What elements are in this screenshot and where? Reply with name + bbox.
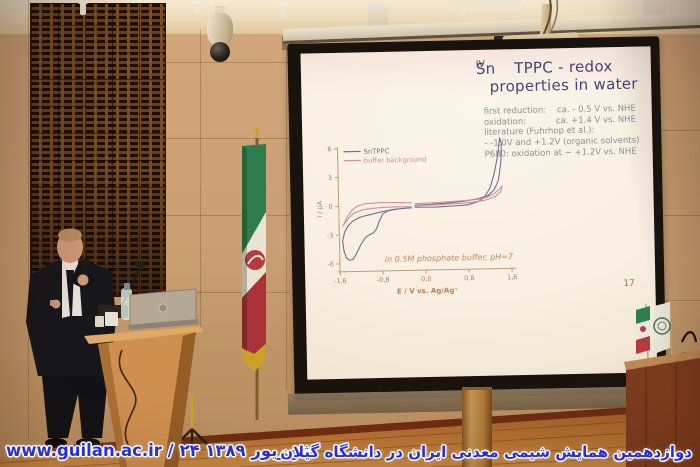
svg-text:0,0: 0,0 <box>421 275 432 283</box>
speaker-shoe <box>76 438 100 448</box>
svg-text:-0,8: -0,8 <box>377 276 390 284</box>
caption-conference-title: دوازدهمین همایش شیمی معدنی ایران در دانش… <box>280 443 692 461</box>
svg-text:-1,6: -1,6 <box>334 277 347 285</box>
iran-flag <box>242 127 266 420</box>
wood-acoustic-panel <box>30 3 166 297</box>
water-bottle-icon <box>121 288 132 320</box>
camera-bracket <box>215 6 225 15</box>
table-flag-pole <box>669 299 673 359</box>
svg-text:I / µA: I / µA <box>316 200 324 218</box>
wall-grout-line <box>658 130 700 131</box>
svg-text:-6: -6 <box>327 260 334 268</box>
svg-text:in 0.5M phosphate buffer, pH=7: in 0.5M phosphate buffer, pH=7 <box>385 252 514 264</box>
wall-grout-line <box>286 34 287 390</box>
wall-grout-line <box>166 215 290 216</box>
speaker-trousers <box>42 376 108 438</box>
speaker-person <box>26 228 116 448</box>
desk-front <box>626 358 700 467</box>
flag-finial-icon <box>254 127 260 133</box>
speaker-shoe <box>45 438 67 448</box>
svg-text:SnTPPC: SnTPPC <box>363 147 389 156</box>
wall-grout-line <box>166 138 290 139</box>
handheld-microphone-icon <box>79 258 90 281</box>
wall-grout-line <box>658 215 700 216</box>
sprinkler-icon <box>78 0 88 15</box>
projector-ceiling-plate <box>448 0 522 11</box>
paper-cup <box>95 316 104 327</box>
wall-grout-line <box>166 62 290 63</box>
mic-floor-stand <box>175 395 209 447</box>
podium-top <box>84 326 203 344</box>
wall-grout-line <box>28 0 29 440</box>
speaker-hair <box>58 228 82 242</box>
flag-gold-fringe <box>242 344 266 372</box>
svg-text:0,8: 0,8 <box>464 274 475 282</box>
skirting-board <box>40 405 660 455</box>
projection-screen: Sn IV TPPC - redox properties in water fir… <box>287 36 667 401</box>
flag-emblem-icon <box>245 250 265 270</box>
cable <box>118 349 139 459</box>
caption-website-date: www.guilan.ac.ir / ۲۴ شهریور ۱۳۸۹ <box>6 441 315 460</box>
svg-text:6: 6 <box>327 145 331 153</box>
svg-text:-3: -3 <box>327 232 334 240</box>
wall-grout-line <box>658 300 700 301</box>
svg-text:buffer background: buffer background <box>364 156 427 165</box>
cv-chart: -1,6 -0,8 0,0 0,8 1,6 6 3 0 -3 -6 E / V vs. Ag/Ag⁺… <box>316 137 518 296</box>
speaker-hand <box>51 299 61 309</box>
flag-green-band <box>242 144 266 254</box>
podium-side-trim <box>164 332 196 467</box>
desk-microphone-icon <box>680 331 698 343</box>
podium-mic-icon <box>134 260 146 270</box>
desk-top <box>624 350 700 370</box>
sprinkler-icon <box>192 0 202 14</box>
speaker-shirt-front <box>62 260 70 318</box>
slide-page-number: 17 <box>623 278 635 289</box>
speaker-suit-jacket <box>26 260 116 376</box>
svg-text:3: 3 <box>328 174 332 182</box>
wall-grout-line <box>200 30 201 330</box>
wood-column <box>462 387 492 467</box>
podium <box>84 260 203 467</box>
flag-shading <box>242 146 247 352</box>
svg-text:E / V vs. Ag/Ag⁺: E / V vs. Ag/Ag⁺ <box>397 286 458 295</box>
water-bottle-cap <box>124 283 130 290</box>
screen-hanger-bracket <box>368 3 388 30</box>
presentation-slide: Sn IV TPPC - redox properties in water fir… <box>300 46 658 380</box>
slide-title: Sn IV TPPC - redox properties in water <box>475 57 638 96</box>
head-table <box>624 299 700 467</box>
paper-cup <box>105 312 118 326</box>
flag-emblem-detail <box>247 254 264 265</box>
flag-red-band <box>242 272 266 354</box>
iran-table-flag <box>636 306 650 354</box>
wall-grout-line <box>166 292 290 293</box>
svg-text:1,6: 1,6 <box>507 273 518 281</box>
podium-left-shade <box>98 343 127 467</box>
dome-camera-housing <box>207 13 233 47</box>
university-table-flag <box>653 302 671 354</box>
dome-camera-icon <box>210 42 230 62</box>
laptop-logo-icon <box>158 303 168 313</box>
laptop-base <box>128 319 199 330</box>
svg-text:0: 0 <box>329 203 333 211</box>
sprinkler-icon <box>278 2 288 17</box>
speaker-hand <box>77 274 89 286</box>
